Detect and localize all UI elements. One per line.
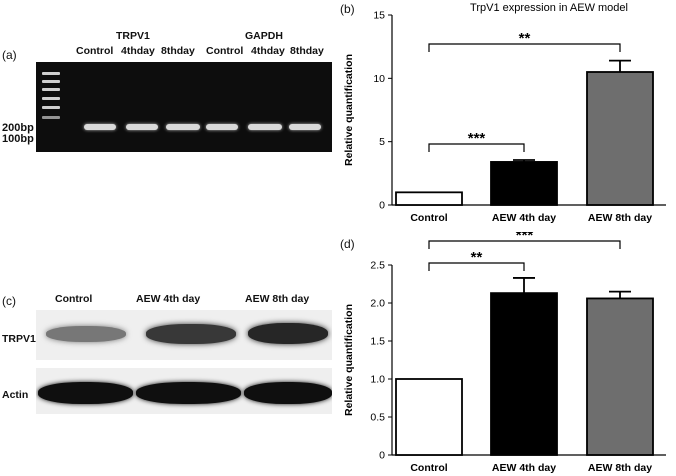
pcr-band (126, 124, 158, 130)
panel-a-label: (a) (2, 48, 17, 62)
chart-title: TrpV1 expression in AEW model (470, 2, 628, 14)
chart-b: TrpV1 expression in AEW model 0 5 10 15 Relat… (343, 2, 666, 224)
marker-100bp-label: 100bp (2, 133, 34, 145)
x-tick-label: AEW 8th day (588, 462, 652, 474)
trpv1-row-label: TRPV1 (2, 333, 36, 345)
gapdh-group-label: GAPDH (245, 30, 283, 42)
blot-lane-label: AEW 8th day (245, 293, 310, 305)
y-tick-label: 0.5 (370, 412, 385, 424)
trpv1-band (146, 324, 236, 344)
x-tick-label: Control (410, 462, 447, 474)
gel-lane-label: 4thday (251, 45, 285, 57)
pcr-band (206, 124, 238, 130)
y-tick-label: 2.0 (370, 298, 385, 310)
significance-bracket (428, 262, 525, 271)
gel-lane-label: Control (206, 45, 244, 57)
x-tick-label: Control (410, 212, 447, 224)
bar (586, 71, 654, 206)
pcr-band (166, 124, 200, 130)
blot-lane-label: AEW 4th day (136, 293, 201, 305)
pcr-band (289, 124, 321, 130)
panel-c-label: (c) (2, 294, 16, 308)
trpv1-band (248, 323, 328, 344)
significance-label: ** (471, 249, 483, 266)
gel-lane-label: 8thday (161, 45, 195, 57)
ladder-band (42, 88, 60, 91)
actin-band (244, 382, 332, 404)
ladder-band (42, 72, 60, 75)
ladder-band (42, 116, 60, 119)
y-tick-label: 2.5 (370, 260, 385, 272)
bar (586, 297, 654, 456)
ladder-band (42, 97, 60, 100)
significance-label: ** (519, 30, 531, 47)
y-axis-label: Relative quantification (343, 54, 355, 166)
pcr-band (84, 124, 116, 130)
y-tick-label: 0 (379, 200, 385, 212)
gel-lane-label: 8thday (290, 45, 324, 57)
y-tick-label: 5 (379, 136, 385, 148)
x-tick-label: AEW 4th day (492, 212, 556, 224)
bar (490, 292, 558, 456)
marker-200bp-label: 200bp (2, 122, 34, 134)
actin-row-label: Actin (2, 389, 29, 401)
actin-blot-image (36, 368, 332, 414)
actin-band (38, 382, 133, 404)
x-tick-label: AEW 8th day (588, 212, 652, 224)
trpv1-band (46, 326, 126, 342)
pcr-band (248, 124, 282, 130)
actin-band (136, 382, 241, 404)
y-tick-label: 10 (373, 73, 385, 85)
bar (395, 378, 463, 456)
chart-d: 0 0.5 1.0 1.5 2.0 2.5 Relative quantification C… (343, 232, 666, 474)
significance-bracket (428, 240, 621, 249)
trpv1-group-label: TRPV1 (116, 30, 150, 42)
bar (395, 191, 463, 206)
y-tick-label: 1.0 (370, 374, 385, 386)
y-axis-label: Relative quantification (343, 304, 355, 416)
significance-bracket (428, 143, 525, 152)
x-tick-label: AEW 4th day (492, 462, 556, 474)
y-tick-label: 15 (373, 10, 385, 22)
trpv1-blot-image (36, 310, 332, 360)
ladder-band (42, 106, 60, 109)
significance-bracket (428, 43, 621, 52)
gel-lane-label: Control (76, 45, 114, 57)
significance-label: *** (468, 130, 486, 147)
bar (490, 161, 558, 206)
panel-d-label: (d) (340, 237, 355, 251)
ladder-band (42, 80, 60, 83)
significance-label: *** (516, 232, 534, 244)
pcr-gel-image (36, 62, 332, 152)
panel-b-label: (b) (340, 2, 355, 16)
blot-lane-label: Control (55, 293, 93, 305)
y-tick-label: 0 (379, 450, 385, 462)
y-tick-label: 1.5 (370, 336, 385, 348)
gel-lane-label: 4thday (121, 45, 155, 57)
